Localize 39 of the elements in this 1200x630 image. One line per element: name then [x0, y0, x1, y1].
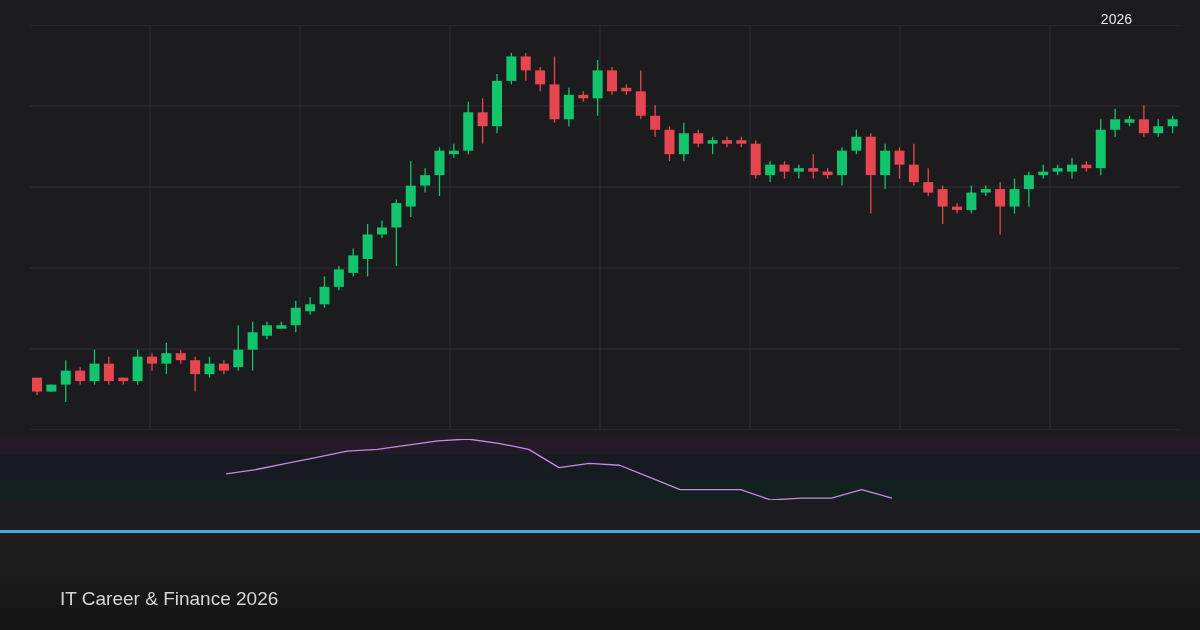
candlestick: [190, 356, 201, 393]
candlestick: [305, 296, 316, 316]
candlestick: [1067, 157, 1077, 180]
candlestick: [1009, 177, 1020, 215]
candlestick: [923, 167, 934, 197]
candlestick: [247, 321, 258, 372]
candlestick: [233, 324, 244, 372]
candlestick: [851, 129, 862, 155]
candlestick: [420, 167, 431, 194]
candlestick: [535, 66, 546, 92]
candlestick: [1138, 104, 1149, 138]
candlestick: [290, 300, 301, 333]
candlestick: [333, 265, 344, 291]
candlestick: [650, 104, 661, 138]
candlestick: [60, 359, 71, 403]
candlestick: [405, 160, 416, 218]
candlestick: [765, 160, 776, 183]
candlestick: [1023, 170, 1034, 208]
candlestick: [319, 275, 330, 309]
candlestick: [348, 247, 359, 278]
candlestick: [908, 143, 919, 187]
candlestick: [894, 146, 905, 180]
text: 2026: [1100, 11, 1132, 27]
candlestick: [477, 97, 488, 145]
candlestick: [161, 342, 172, 375]
candlestick: [103, 356, 114, 386]
candlestick: [966, 184, 977, 215]
candlestick: [204, 356, 215, 379]
candlestick: [937, 184, 948, 225]
candlestick: [1110, 108, 1121, 138]
candlestick: [793, 164, 804, 180]
candlestick: [147, 352, 157, 372]
candlestick: [607, 66, 617, 96]
candlestick: [678, 122, 689, 162]
text: IT Career & Finance 2026: [60, 588, 279, 610]
candlestick: [995, 181, 1006, 236]
candlestick: [808, 153, 819, 180]
candlestick: [520, 52, 531, 82]
candlestick: [89, 349, 100, 386]
